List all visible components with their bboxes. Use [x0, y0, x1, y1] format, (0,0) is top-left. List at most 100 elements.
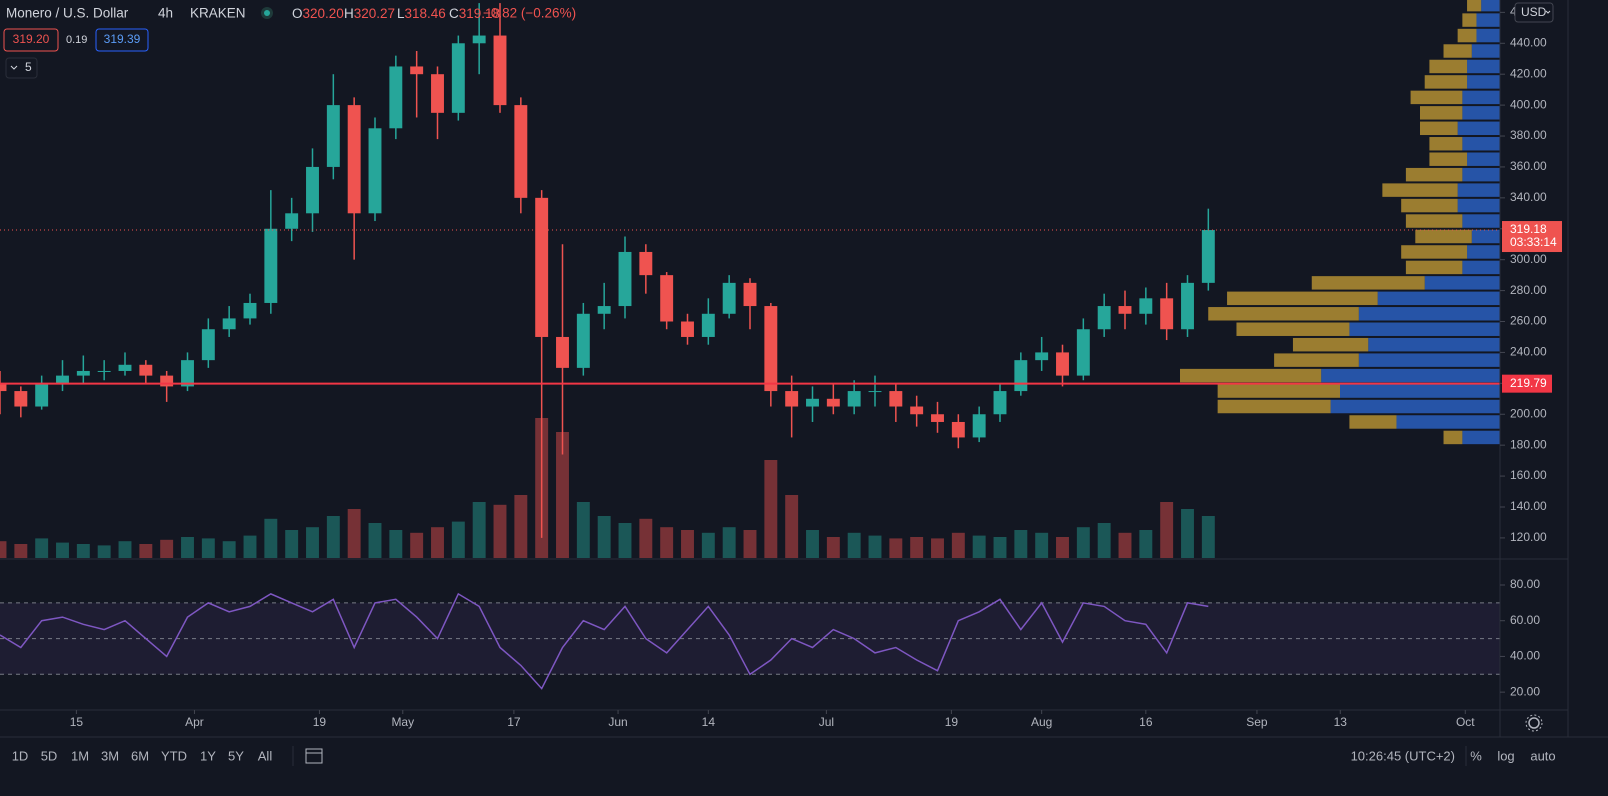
y-tick-label: 40.00: [1510, 649, 1540, 663]
profile-down: [1217, 399, 1331, 414]
candle-body: [306, 166, 319, 214]
y-tick-label: 140.00: [1510, 499, 1547, 513]
scale-option[interactable]: %: [1470, 748, 1482, 763]
candle-body: [847, 391, 861, 407]
profile-down: [1401, 245, 1468, 259]
profile-down: [1462, 13, 1477, 27]
range-button[interactable]: 1M: [71, 748, 89, 763]
volume-bar: [347, 509, 361, 558]
profile-down: [1457, 28, 1477, 43]
range-button[interactable]: 5Y: [228, 748, 244, 763]
y-tick-label: 420.00: [1510, 66, 1547, 80]
y-tick-label: 440.00: [1510, 35, 1547, 49]
candle-body: [410, 66, 424, 75]
goto-date-icon[interactable]: [305, 748, 323, 764]
volume-bar: [326, 516, 340, 558]
ohlc-key: L: [397, 6, 405, 21]
volume-bar: [472, 502, 486, 558]
range-button[interactable]: 6M: [131, 748, 149, 763]
sell-button[interactable]: [3, 28, 59, 52]
ohlc-item: C319.18: [449, 6, 500, 21]
candle-body: [910, 406, 924, 415]
indicators-count[interactable]: 5: [25, 60, 32, 74]
gear[interactable]: [1528, 717, 1540, 729]
candle-body: [681, 321, 694, 337]
candle-body: [389, 66, 403, 129]
range-button[interactable]: All: [258, 748, 273, 763]
volume-bar: [514, 495, 528, 558]
volume-bar: [681, 530, 694, 558]
hline-label-bg: [1502, 374, 1552, 393]
currency[interactable]: USD: [1521, 5, 1547, 19]
candle-body: [56, 375, 69, 384]
profile-up: [1330, 399, 1500, 414]
range-button[interactable]: 1D: [12, 748, 29, 763]
profile-up: [1457, 198, 1500, 213]
bottom-toolbar: 10:26:45 (UTC+2) 1D 5D 1M 3M 6M YTD 1Y 5Y All% lo…: [12, 746, 1556, 766]
candle-body: [1160, 298, 1174, 330]
scale-option[interactable]: auto: [1530, 748, 1555, 763]
volume-bar: [1056, 537, 1069, 558]
profile-down: [1274, 353, 1359, 367]
y-tick-label: 280.00: [1510, 283, 1547, 297]
y-tick-label: 200.00: [1510, 406, 1547, 420]
x-tick-label: Aug: [1031, 715, 1052, 729]
clock[interactable]: 10:26:45 (UTC+2): [1351, 748, 1455, 763]
buy-button[interactable]: [95, 28, 149, 52]
ohlc-item: H320.27: [344, 6, 395, 21]
profile-down: [1292, 337, 1369, 352]
candle-body: [76, 370, 90, 376]
candle-body: [201, 329, 215, 361]
volume-bar: [160, 539, 174, 558]
volume-bar: [972, 535, 986, 558]
profile-up: [1476, 28, 1500, 43]
volume-bar: [35, 538, 49, 558]
profile-down: [1410, 90, 1463, 105]
candle-body: [451, 43, 465, 113]
ohlc-item: L318.46: [397, 6, 446, 21]
volume-bar: [76, 544, 90, 558]
profile-down: [1429, 137, 1463, 151]
range-button[interactable]: YTD: [161, 748, 187, 763]
last-price-label: 319.18: [1510, 222, 1547, 236]
volume-bar: [1035, 532, 1049, 558]
profile-down: [1405, 214, 1463, 228]
volume-bar: [931, 538, 944, 558]
candle-body: [139, 364, 153, 376]
range-button[interactable]: 5D: [41, 748, 58, 763]
candle-body: [1076, 329, 1090, 376]
indicators-toggle[interactable]: [5, 57, 38, 79]
currency-button[interactable]: [1514, 2, 1554, 23]
volume-bar: [826, 537, 840, 558]
buy-price[interactable]: 319.39: [104, 32, 141, 46]
range-button[interactable]: 3M: [101, 748, 119, 763]
candle-body: [1035, 352, 1049, 361]
volume-bar: [910, 537, 924, 558]
candle-body: [931, 414, 944, 422]
y-tick-label: 180.00: [1510, 437, 1547, 451]
scale-option[interactable]: log: [1497, 748, 1514, 763]
volume-bar: [1139, 530, 1153, 558]
y-tick-label: 380.00: [1510, 128, 1547, 142]
candle-body: [576, 313, 590, 368]
volume-bar: [868, 535, 882, 558]
range-button[interactable]: 1Y: [200, 748, 216, 763]
ohlc-item: O320.20: [292, 6, 344, 21]
y-tick-label: 20.00: [1510, 684, 1540, 698]
x-tick-label: Sep: [1246, 715, 1268, 729]
candle-body: [597, 306, 611, 314]
x-tick-label: Apr: [185, 715, 204, 729]
candle-body: [1097, 306, 1111, 330]
volume-bar: [951, 532, 965, 558]
candle-body: [1118, 306, 1132, 314]
volume-bar: [660, 527, 674, 558]
volume-bar: [222, 541, 236, 558]
settings-icon[interactable]: [1525, 714, 1543, 732]
candle-body: [14, 391, 28, 407]
sell-price[interactable]: 319.20: [13, 32, 50, 46]
ohlc-value: 320.20: [303, 6, 344, 21]
ohlc-key: O: [292, 6, 303, 21]
profile-down: [1349, 415, 1397, 429]
volume-bar: [451, 521, 465, 558]
